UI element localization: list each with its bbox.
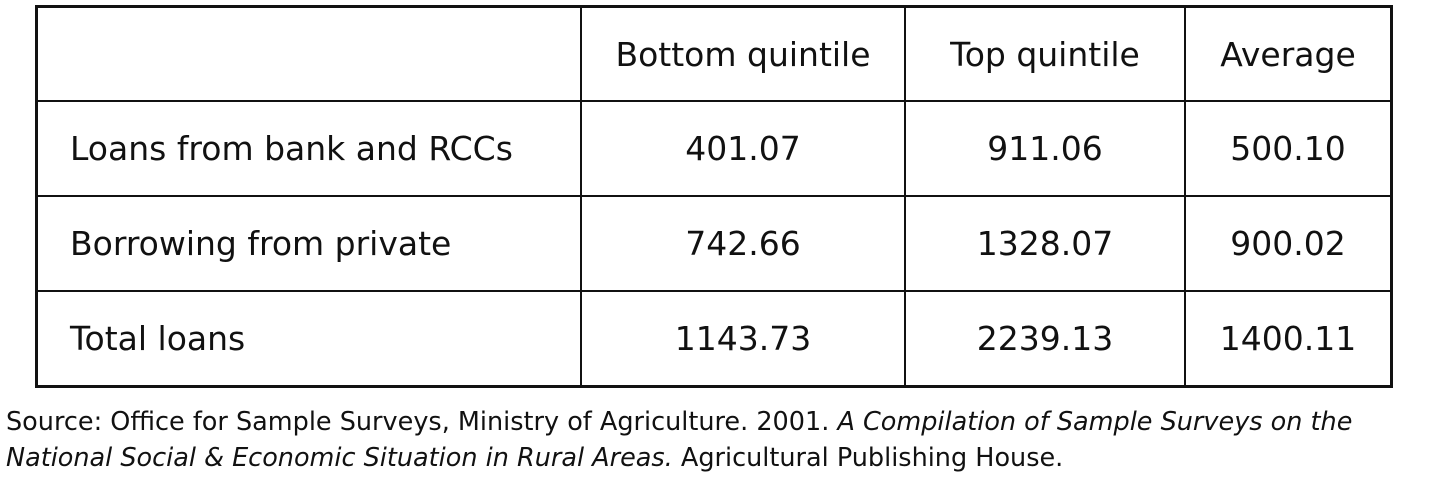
value-cell: 1143.73	[580, 290, 906, 388]
value-cell: 500.10	[1184, 100, 1393, 197]
row-label: Borrowing from private	[35, 195, 582, 292]
value-cell: 900.02	[1184, 195, 1393, 292]
value-cell: 911.06	[904, 100, 1186, 197]
source-note: Source: Office for Sample Surveys, Minis…	[6, 404, 1431, 476]
corner-cell	[35, 5, 582, 102]
source-publisher: Agricultural Publishing House.	[680, 443, 1064, 473]
column-header: Top quintile	[904, 5, 1186, 102]
table-row: Borrowing from private 742.66 1328.07 900.0…	[35, 195, 1393, 292]
value-cell: 1400.11	[1184, 290, 1393, 388]
data-table: Bottom quintile Top quintile Average Loa…	[35, 5, 1393, 388]
value-cell: 1328.07	[904, 195, 1186, 292]
row-label: Loans from bank and RCCs	[35, 100, 582, 197]
header-row: Bottom quintile Top quintile Average	[35, 5, 1393, 102]
column-header: Bottom quintile	[580, 5, 906, 102]
column-header: Average	[1184, 5, 1393, 102]
source-title: A Compilation of Sample Surveys on the N…	[6, 407, 1353, 473]
table-row: Total loans 1143.73 2239.13 1400.11	[35, 290, 1393, 388]
value-cell: 742.66	[580, 195, 906, 292]
value-cell: 401.07	[580, 100, 906, 197]
table-body: Bottom quintile Top quintile Average Loa…	[35, 5, 1393, 388]
value-cell: 2239.13	[904, 290, 1186, 388]
source-text: Source: Office for Sample Surveys, Minis…	[6, 407, 830, 437]
table-row: Loans from bank and RCCs 401.07 911.06 500.…	[35, 100, 1393, 197]
row-label: Total loans	[35, 290, 582, 388]
